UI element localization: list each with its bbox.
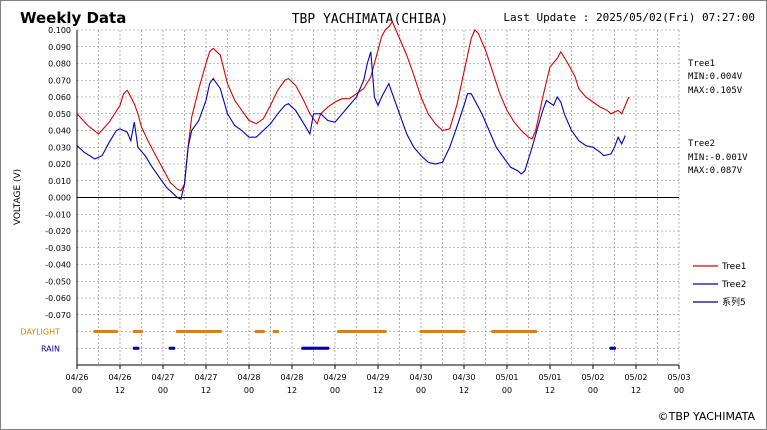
x-tick-hour: 12 bbox=[459, 386, 469, 395]
indicator-rows bbox=[93, 329, 617, 350]
y-tick-label: 0.000 bbox=[48, 194, 71, 203]
indicator-dot bbox=[139, 329, 144, 334]
indicator-dot bbox=[218, 329, 222, 334]
x-tick-date: 05/02 bbox=[581, 373, 604, 382]
legend-label: Tree2 bbox=[721, 280, 746, 290]
y-tick-label: 0.040 bbox=[48, 127, 71, 136]
x-tick-hour: 00 bbox=[674, 386, 684, 395]
stats-tree2-name: Tree2 bbox=[688, 139, 715, 149]
x-tick-date: 04/29 bbox=[323, 373, 346, 382]
indicator-dot bbox=[114, 329, 119, 334]
indicator-dot bbox=[462, 329, 466, 334]
indicator-dot bbox=[612, 346, 617, 350]
indicator-dot bbox=[276, 329, 280, 334]
chart-title: Weekly Data bbox=[20, 9, 126, 27]
y-tick-label: 0.060 bbox=[48, 93, 71, 102]
legend: Tree1 Tree2 系列5 bbox=[693, 262, 746, 308]
x-tick-date: 04/28 bbox=[237, 373, 260, 382]
x-tick-date: 05/01 bbox=[495, 373, 518, 382]
x-tick-hour: 00 bbox=[330, 386, 340, 395]
series-lines bbox=[76, 20, 630, 200]
indicator-dot bbox=[383, 329, 387, 334]
x-tick-hour: 00 bbox=[158, 386, 168, 395]
indicator-dot bbox=[136, 346, 140, 350]
x-tick-date: 04/29 bbox=[366, 373, 389, 382]
y-tick-label: -0.030 bbox=[45, 244, 71, 253]
y-tick-label: 0.070 bbox=[48, 76, 71, 85]
y-tick-label: 0.080 bbox=[48, 60, 71, 69]
indicator-label: DAYLIGHT bbox=[20, 328, 60, 337]
x-tick-hour: 00 bbox=[72, 386, 82, 395]
indicator-dot bbox=[326, 346, 330, 350]
stats-tree2-min: MIN:-0.001V bbox=[688, 153, 748, 163]
x-tick-date: 04/27 bbox=[151, 373, 174, 382]
legend-label: Tree1 bbox=[721, 262, 746, 272]
y-tick-label: 0.100 bbox=[48, 26, 71, 35]
stats-tree1-max: MAX:0.105V bbox=[688, 86, 743, 96]
x-tick-date: 05/01 bbox=[538, 373, 561, 382]
x-tick-hour: 00 bbox=[416, 386, 426, 395]
x-tick-hour: 00 bbox=[502, 386, 512, 395]
y-tick-label: -0.050 bbox=[45, 277, 71, 286]
y-tick-label: 0.010 bbox=[48, 177, 71, 186]
y-tick-label: 0.030 bbox=[48, 143, 71, 152]
x-tick-date: 05/03 bbox=[667, 373, 690, 382]
y-tick-label: -0.040 bbox=[45, 261, 71, 270]
x-tick-date: 05/02 bbox=[624, 373, 647, 382]
indicator-dot bbox=[534, 329, 538, 334]
x-tick-date: 04/26 bbox=[65, 373, 88, 382]
y-tick-label: 0.090 bbox=[48, 43, 71, 52]
stats-tree2-max: MAX:0.087V bbox=[688, 166, 743, 176]
y-tick-label: -0.020 bbox=[45, 227, 71, 236]
indicator-label: RAIN bbox=[41, 344, 60, 353]
stats-tree2: Tree2 MIN:-0.001V MAX:0.087V bbox=[688, 139, 748, 176]
x-tick-hour: 12 bbox=[545, 386, 555, 395]
legend-label: 系列5 bbox=[722, 296, 746, 308]
series-line bbox=[76, 20, 630, 192]
stats-tree1-min: MIN:0.004V bbox=[688, 72, 743, 82]
indicator-dot bbox=[261, 329, 265, 334]
indicator-dot bbox=[172, 346, 176, 350]
x-tick-hour: 12 bbox=[287, 386, 297, 395]
x-tick-hour: 12 bbox=[115, 386, 125, 395]
y-tick-label: 0.050 bbox=[48, 110, 71, 119]
y-tick-label: -0.060 bbox=[45, 294, 71, 303]
x-tick-hour: 00 bbox=[588, 386, 598, 395]
station-name: TBP YACHIMATA(CHIBA) bbox=[292, 12, 449, 27]
y-tick-labels: 0.100 0.090 0.080 0.070 0.060 0.050 0.040 0.030… bbox=[20, 26, 71, 353]
x-tick-hour: 12 bbox=[631, 386, 641, 395]
y-tick-label: -0.070 bbox=[45, 311, 71, 320]
x-tick-date: 04/30 bbox=[452, 373, 475, 382]
stats-tree1: Tree1 MIN:0.004V MAX:0.105V bbox=[688, 59, 743, 96]
copyright: ©TBP YACHIMATA bbox=[658, 410, 756, 423]
x-tick-date: 04/28 bbox=[280, 373, 303, 382]
x-tick-labels: 04/26 00 04/26 12 04/27 00 04/27 12 04/28 00 04/28… bbox=[65, 365, 691, 395]
y-axis-label: VOLTAGE (V) bbox=[13, 169, 23, 225]
x-tick-date: 04/30 bbox=[409, 373, 432, 382]
x-tick-hour: 00 bbox=[244, 386, 254, 395]
stats-tree1-name: Tree1 bbox=[688, 59, 715, 69]
last-update: Last Update : 2025/05/02(Fri) 07:27:00 bbox=[503, 11, 755, 24]
series-line bbox=[76, 51, 626, 200]
y-tick-label: -0.010 bbox=[45, 210, 71, 219]
x-tick-hour: 12 bbox=[373, 386, 383, 395]
x-tick-date: 04/27 bbox=[194, 373, 217, 382]
x-tick-hour: 12 bbox=[201, 386, 211, 395]
y-tick-label: 0.020 bbox=[48, 160, 71, 169]
x-tick-date: 04/26 bbox=[108, 373, 131, 382]
